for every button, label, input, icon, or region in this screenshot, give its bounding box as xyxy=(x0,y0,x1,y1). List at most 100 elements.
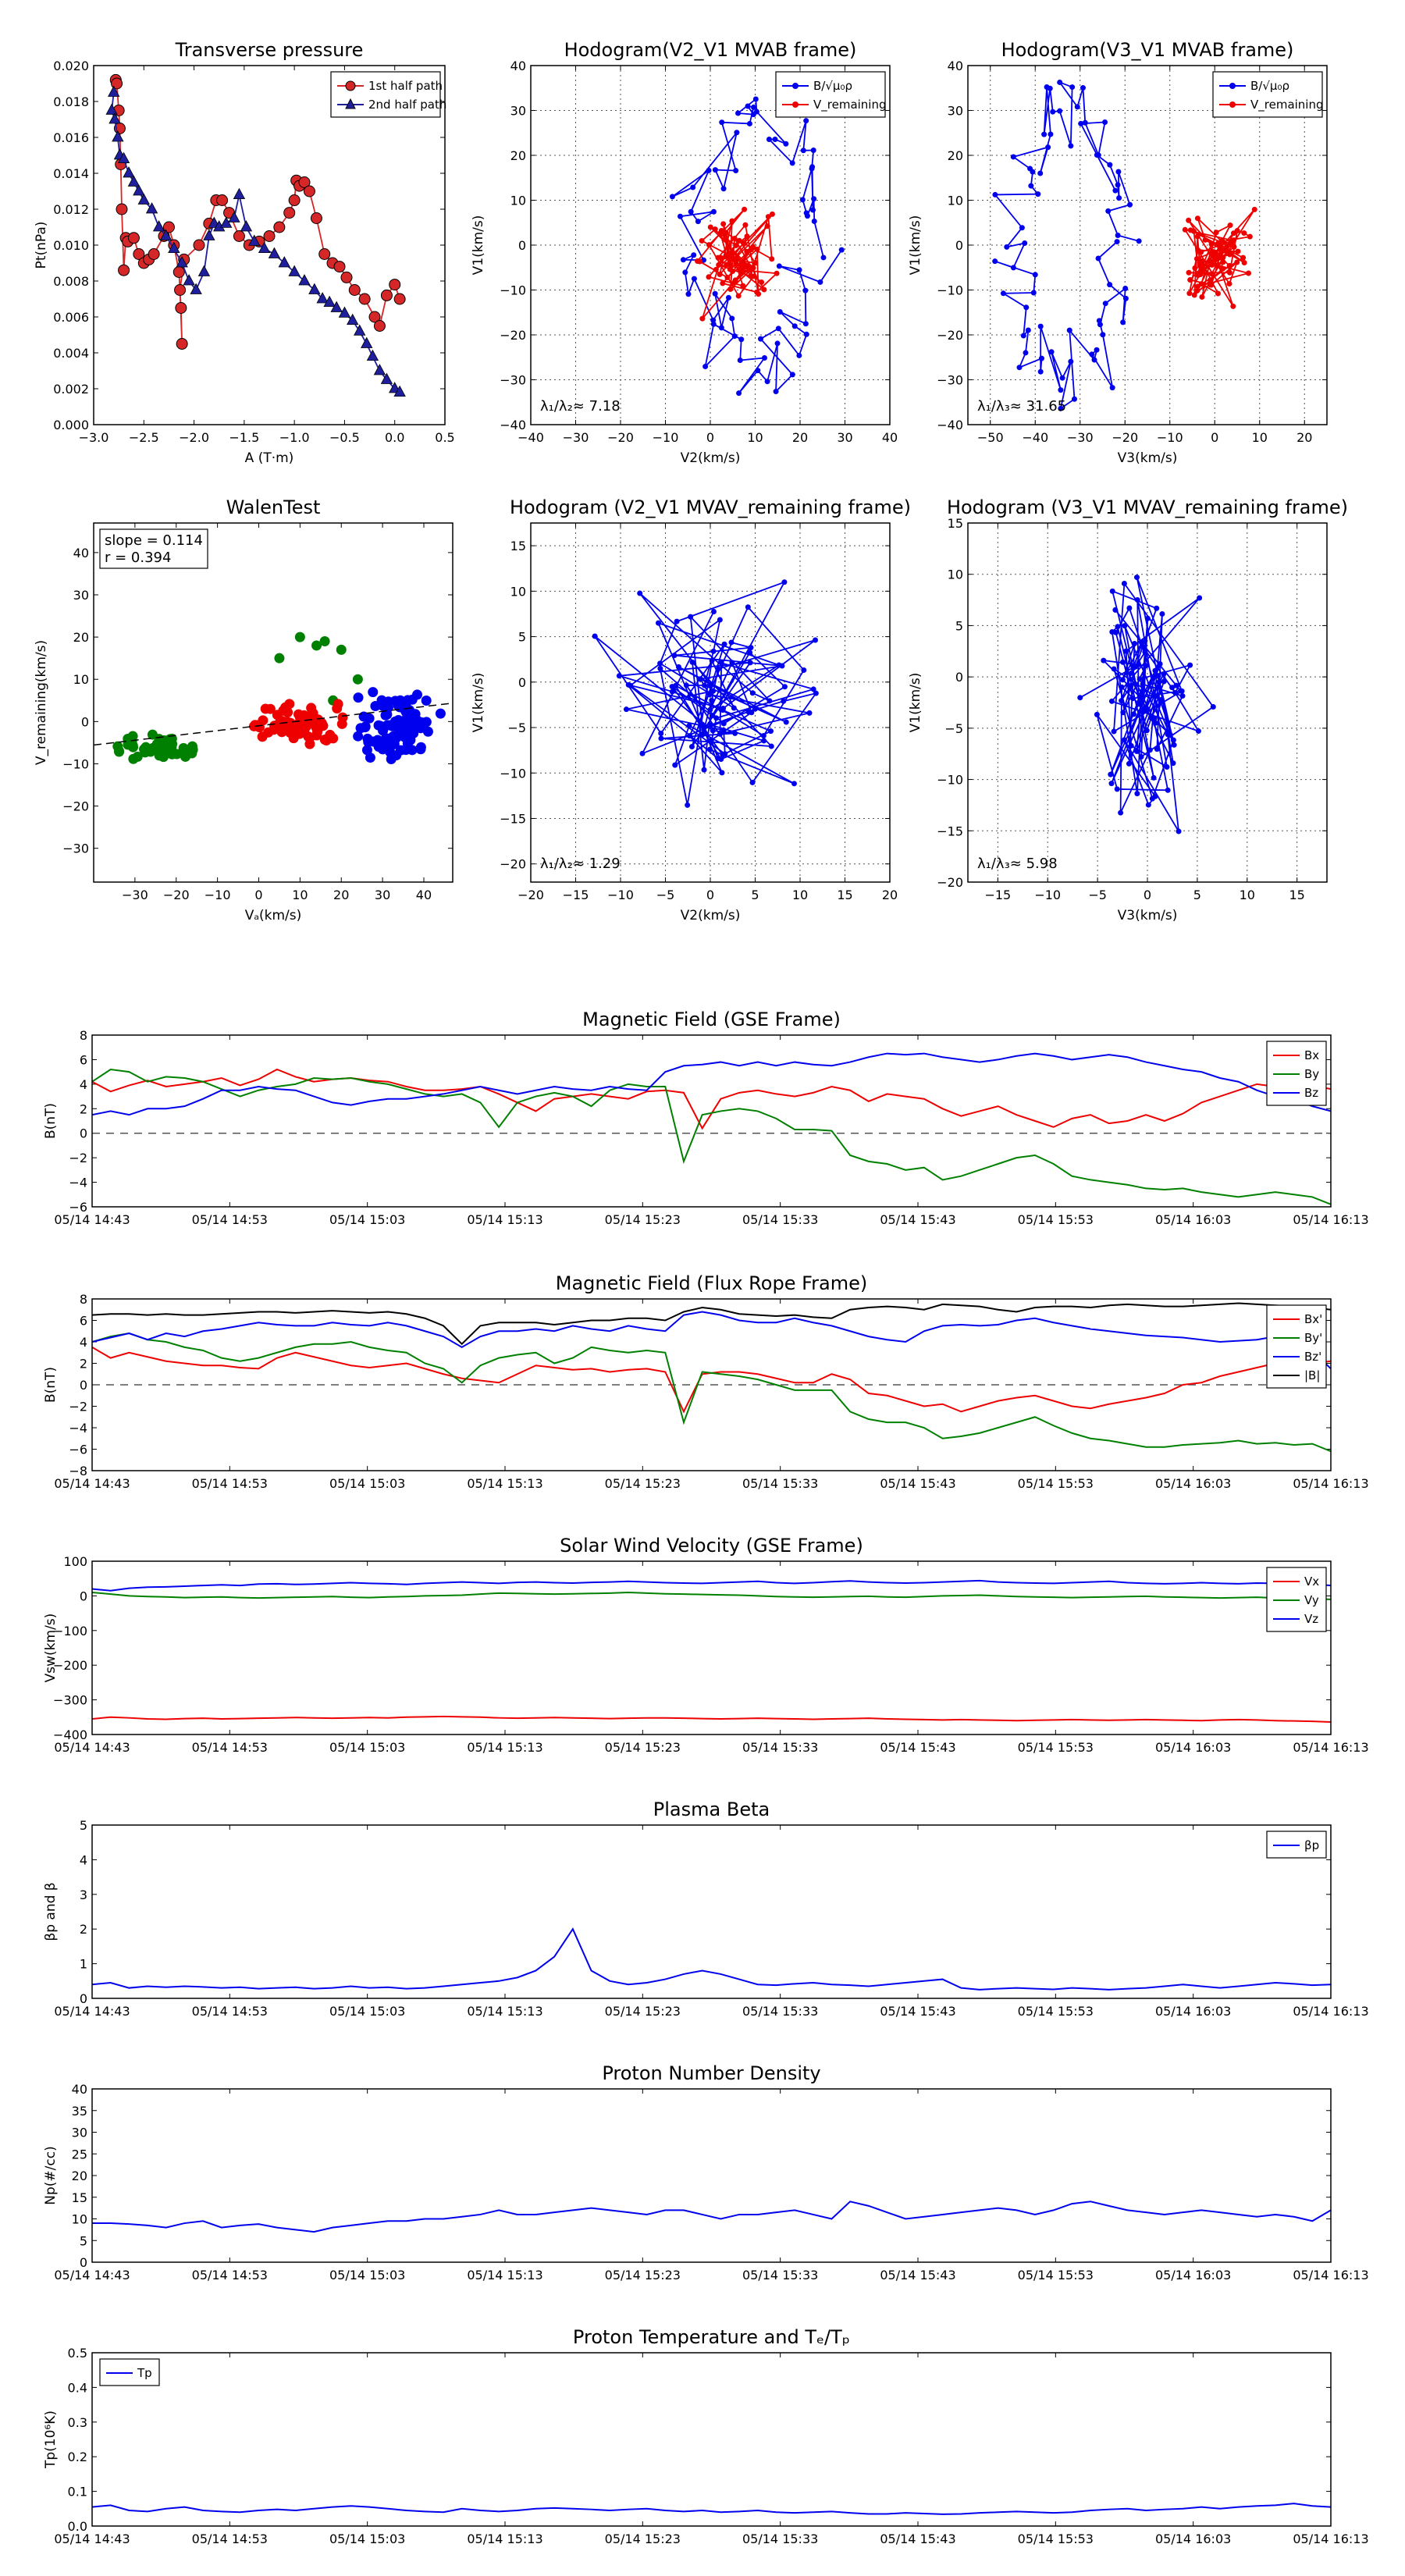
data-point xyxy=(1207,277,1213,283)
data-point xyxy=(422,726,433,737)
data-point xyxy=(1131,640,1137,646)
data-point xyxy=(1119,677,1126,683)
data-point xyxy=(1121,737,1127,743)
data-point xyxy=(838,247,845,253)
data-point xyxy=(288,265,301,276)
y-axis-label: Pt(nPa) xyxy=(34,222,49,269)
data-point xyxy=(725,294,731,301)
y-tick-label: −4 xyxy=(69,1176,87,1190)
data-point xyxy=(697,676,703,682)
data-point xyxy=(699,731,706,738)
data-point xyxy=(336,644,347,655)
data-point xyxy=(750,112,756,118)
y-tick-label: 0.020 xyxy=(53,59,89,73)
data-point xyxy=(1025,327,1031,333)
data-point xyxy=(1229,237,1236,244)
data-point xyxy=(127,175,140,187)
legend-marker xyxy=(1229,101,1236,108)
y-tick-label: −20 xyxy=(937,328,963,343)
data-point xyxy=(407,713,418,724)
x-tick-label: 05/14 15:03 xyxy=(329,1476,405,1491)
plot-frame xyxy=(93,522,454,883)
data-point xyxy=(623,706,629,713)
data-point xyxy=(1186,217,1192,223)
data-point xyxy=(180,751,191,762)
data-point xyxy=(311,722,322,733)
y-tick-label: 0 xyxy=(955,238,963,253)
data-point xyxy=(729,218,735,224)
data-point xyxy=(298,274,311,286)
data-point xyxy=(1037,368,1044,375)
data-point xyxy=(1068,143,1074,149)
data-point xyxy=(1109,385,1115,391)
data-point xyxy=(766,136,772,142)
data-point xyxy=(393,385,406,397)
data-point xyxy=(1115,233,1121,239)
series-line xyxy=(92,2201,1331,2233)
data-point xyxy=(273,221,286,233)
data-point xyxy=(738,268,744,274)
y-tick-label: −10 xyxy=(62,756,89,771)
data-point xyxy=(720,221,727,227)
x-tick-label: 30 xyxy=(375,888,390,902)
y-tick-label: −30 xyxy=(937,373,963,388)
data-point xyxy=(1134,791,1140,797)
data-point xyxy=(1126,760,1132,767)
data-point xyxy=(813,637,819,643)
data-point xyxy=(1251,206,1257,212)
data-point xyxy=(298,176,311,188)
y-tick-label: 10 xyxy=(72,2212,87,2227)
x-tick-label: −40 xyxy=(1022,430,1048,445)
plot-frame xyxy=(91,1824,1332,1999)
data-point xyxy=(278,256,290,268)
data-point xyxy=(669,688,675,695)
data-point xyxy=(358,293,371,305)
data-point xyxy=(734,130,740,136)
data-point xyxy=(1128,742,1134,749)
x-tick-label: 10 xyxy=(747,430,763,445)
data-point xyxy=(742,222,749,228)
data-point xyxy=(755,368,761,374)
x-axis-label: Vₐ(km/s) xyxy=(245,908,302,923)
data-point xyxy=(380,372,393,384)
data-point xyxy=(715,756,721,762)
data-point xyxy=(685,291,692,297)
data-point xyxy=(310,212,322,224)
data-point xyxy=(811,196,817,202)
y-tick-label: 0 xyxy=(80,1991,87,2006)
data-point xyxy=(781,698,787,704)
plot-frame xyxy=(91,1298,1332,1471)
data-point xyxy=(1101,657,1107,664)
x-tick-label: 15 xyxy=(1289,888,1304,902)
panel-p2: Hodogram(V2_V1 MVAB frame) −40 −30 −20 −10 0 1… xyxy=(471,39,898,466)
data-point xyxy=(294,632,305,642)
x-tick-label: 05/14 15:13 xyxy=(467,1476,542,1491)
data-point xyxy=(1234,259,1240,265)
data-point xyxy=(1129,696,1136,702)
data-point xyxy=(294,712,305,723)
data-point xyxy=(1187,227,1193,233)
x-tick-label: 0 xyxy=(706,888,714,902)
data-point xyxy=(678,213,684,219)
data-point xyxy=(1122,286,1129,292)
data-point xyxy=(720,280,726,286)
data-point xyxy=(810,207,816,213)
x-tick-label: 05/14 15:43 xyxy=(880,1740,955,1755)
series-B/√μ₀ρ xyxy=(669,96,845,397)
data-point xyxy=(733,242,739,248)
data-point xyxy=(1111,666,1117,672)
annotation-text: λ₁/λ₂≈ 7.18 xyxy=(540,398,621,415)
data-point xyxy=(1066,327,1072,333)
data-point xyxy=(710,608,717,614)
data-point xyxy=(112,741,123,752)
data-point xyxy=(1116,195,1122,201)
data-point xyxy=(729,315,735,322)
data-point xyxy=(776,662,782,668)
data-point xyxy=(720,720,727,727)
x-tick-label: −2.0 xyxy=(179,430,209,445)
x-axis-label: V3(km/s) xyxy=(1118,908,1178,923)
data-point xyxy=(708,737,714,743)
data-point xyxy=(741,240,747,246)
panel-t4: Plasma Beta 0 1 2 3 4 5 05/14 14:43 05/14 14:53 0… xyxy=(43,1799,1369,2019)
